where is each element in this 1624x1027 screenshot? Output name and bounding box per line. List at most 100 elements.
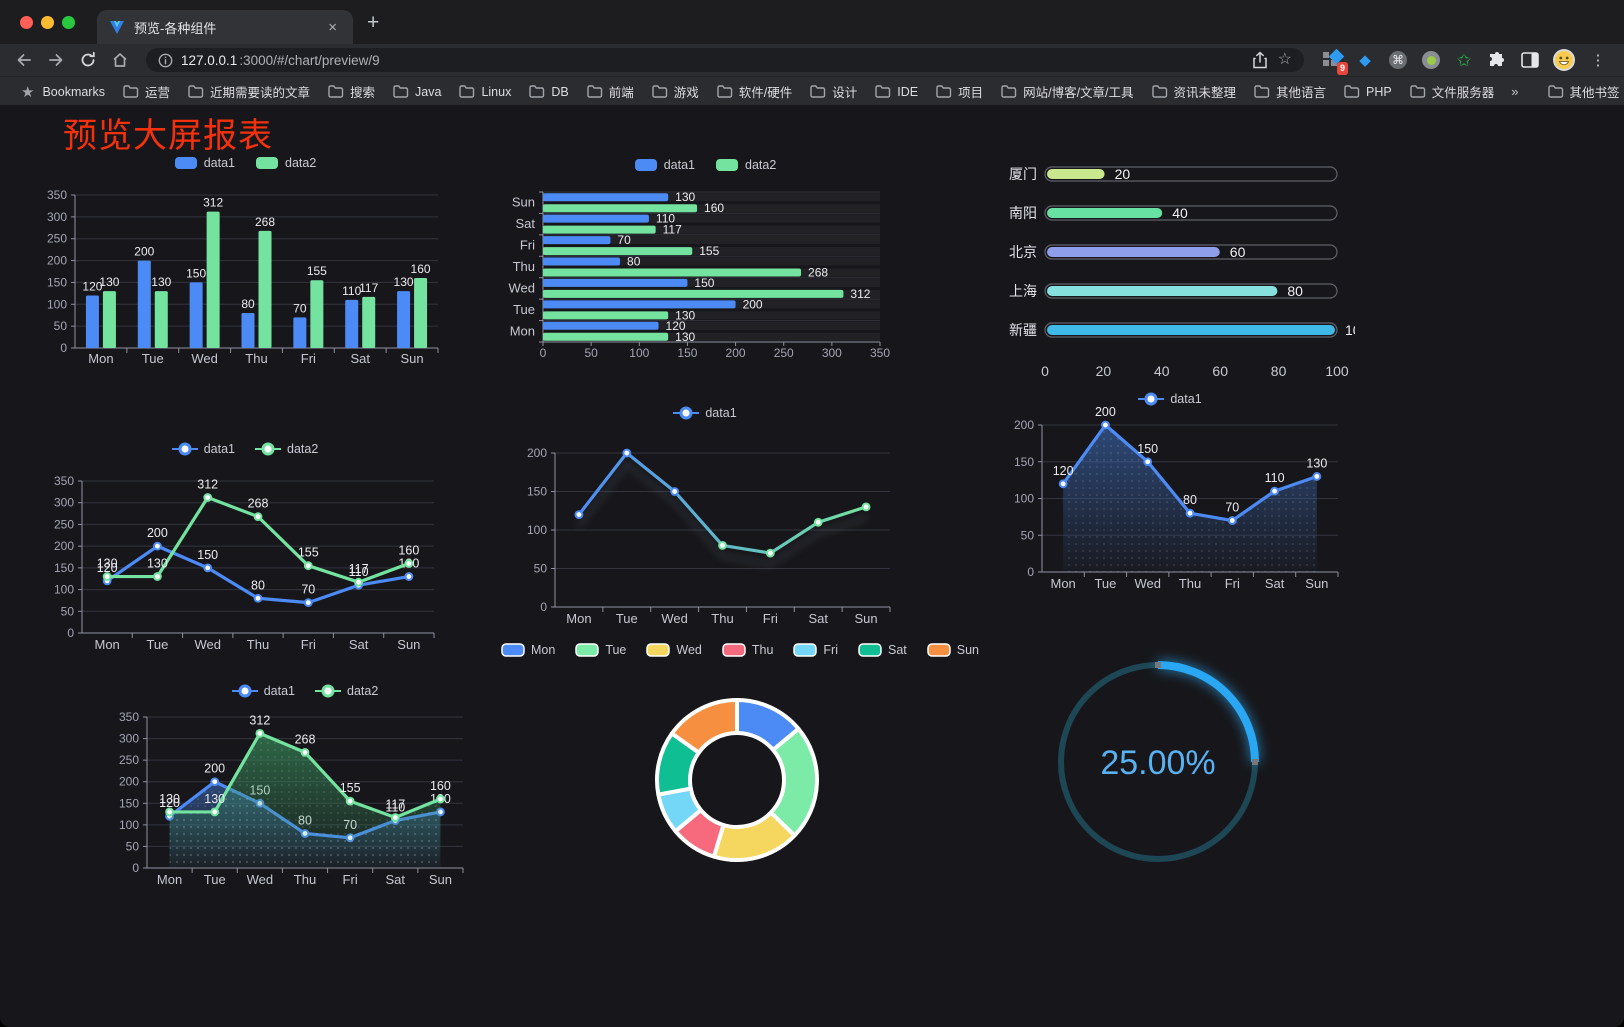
chart-canvas[interactable]: 0 50 100 150 200 250 300 350 Mon Tue Wed Thu Fri Sat S…	[40, 428, 450, 663]
data-point[interactable]	[436, 794, 445, 804]
data-point[interactable]	[102, 572, 112, 581]
reload-button[interactable]	[74, 47, 102, 73]
data-point[interactable]	[303, 561, 313, 571]
chart-line-gradient[interactable]: data1 0 50 100 150 200 Mon Tue Wed Thu Fri Sat Sun	[505, 398, 905, 636]
data-point[interactable]	[153, 541, 162, 551]
bookmarks-root[interactable]: ★ Bookmarks	[12, 83, 114, 101]
data-point[interactable]	[1312, 472, 1322, 481]
site-info-icon[interactable]	[158, 53, 173, 68]
share-icon[interactable]	[1252, 51, 1268, 69]
recorder-extension-icon[interactable]	[1421, 50, 1441, 70]
bookmark-folder[interactable]: 软件/硬件	[708, 82, 801, 101]
bookmark-folder[interactable]: 游戏	[643, 82, 708, 101]
bar-segment[interactable]	[543, 204, 698, 213]
chart-canvas[interactable]: 0 50 100 150 200 Mon Tue Wed Thu Fri Sat Sun	[505, 398, 905, 636]
sidebar-toggle-icon[interactable]	[1520, 50, 1540, 70]
chart-grouped-bar[interactable]: data1 data2 0 50 100 150 200 250 300 350 Mon Tue Wed…	[40, 150, 450, 375]
bookmark-folder[interactable]: IDE	[866, 85, 927, 99]
extension-grid-icon[interactable]: 9	[1322, 48, 1348, 75]
data-point[interactable]	[1058, 479, 1068, 489]
data-point[interactable]	[861, 502, 871, 512]
legend-item[interactable]: data1	[174, 156, 235, 170]
home-button[interactable]	[106, 47, 134, 73]
data-point[interactable]	[404, 572, 414, 581]
data-point[interactable]	[622, 448, 632, 458]
legend-item[interactable]: Fri	[793, 643, 838, 657]
bar-segment[interactable]	[241, 313, 255, 348]
bar-segment[interactable]	[543, 289, 844, 298]
back-button[interactable]	[10, 47, 38, 73]
progress-fill[interactable]	[1047, 247, 1220, 257]
data-point[interactable]	[255, 728, 265, 738]
bar-segment[interactable]	[293, 317, 307, 348]
bar-segment[interactable]	[543, 225, 656, 234]
legend-item[interactable]: Tue	[575, 643, 626, 657]
data-point[interactable]	[303, 598, 313, 608]
bookmark-folder[interactable]: 运营	[114, 82, 179, 101]
bookmark-folder[interactable]: 资讯未整理	[1143, 82, 1246, 101]
command-extension-icon[interactable]: ⌘	[1388, 50, 1408, 70]
data-point[interactable]	[210, 777, 220, 787]
bookmark-folder[interactable]: Java	[384, 85, 450, 99]
chart-area-two-series[interactable]: data1 data2 0 50 100 150 200 250 300 350 Mon Tue Wed…	[105, 678, 505, 910]
legend-item[interactable]: data1	[634, 158, 695, 172]
data-point[interactable]	[203, 493, 213, 502]
legend-item[interactable]: Thu	[722, 643, 773, 657]
bookmarks-overflow-chevron[interactable]: »	[1511, 84, 1519, 99]
other-bookmarks-folder[interactable]: 其他书签	[1539, 82, 1624, 101]
bookmark-folder[interactable]: 文件服务器	[1401, 82, 1504, 101]
progress-fill[interactable]	[1047, 169, 1105, 179]
data-point[interactable]	[1227, 516, 1237, 525]
chart-canvas[interactable]: 0 50 100 150 200 Mon Tue Wed Thu Fri Sat Sun 120 200 1…	[990, 388, 1350, 603]
vue-devtools-icon[interactable]: ◆	[1359, 52, 1371, 69]
legend-item[interactable]: Sat	[858, 643, 907, 657]
chart-line-two-series[interactable]: data1 data2 0 50 100 150 200 250 300 350 Mon Tue Wed…	[40, 428, 450, 663]
bar-segment[interactable]	[362, 296, 376, 348]
bar-segment[interactable]	[102, 291, 116, 348]
legend-item[interactable]: data1	[231, 684, 295, 698]
legend-item[interactable]: Sun	[927, 643, 979, 657]
data-point[interactable]	[765, 548, 775, 558]
bar-segment[interactable]	[397, 291, 411, 348]
gauge-progress-arc[interactable]	[1157, 661, 1259, 763]
bar-segment[interactable]	[543, 300, 736, 309]
bookmark-folder[interactable]: 搜索	[319, 82, 384, 101]
legend-item[interactable]: data2	[255, 442, 318, 456]
legend-item[interactable]: data2	[255, 156, 316, 170]
bookmark-folder[interactable]: PHP	[1335, 85, 1401, 99]
data-point[interactable]	[210, 807, 220, 817]
chart-canvas[interactable]: 0 50 100 150 200 250 300 350 Mon Tue Wed Thu Fri Sat S…	[40, 150, 450, 375]
address-bar[interactable]: 127.0.0.1 :3000/#/chart/preview/9 ☆	[146, 48, 1304, 72]
line-series[interactable]	[577, 451, 868, 555]
data-point[interactable]	[253, 512, 263, 522]
chart-progress-gauge[interactable]: 25.00%	[1040, 638, 1280, 883]
bookmark-star-icon[interactable]: ☆	[1277, 51, 1292, 68]
legend-item[interactable]: Mon	[501, 643, 555, 657]
profile-avatar[interactable]	[1553, 49, 1575, 71]
bar-segment[interactable]	[543, 214, 649, 223]
minimize-window-button[interactable]	[41, 15, 54, 29]
browser-menu-icon[interactable]: ⋮	[1590, 52, 1606, 69]
fullscreen-window-button[interactable]	[62, 15, 75, 29]
bookmark-folder[interactable]: 项目	[927, 82, 992, 101]
bar-segment[interactable]	[543, 193, 669, 202]
bar-segment[interactable]	[345, 299, 359, 348]
pie-slice[interactable]	[669, 698, 739, 755]
data-point[interactable]	[345, 796, 355, 806]
data-point[interactable]	[1143, 457, 1153, 467]
legend-item[interactable]: data2	[715, 158, 776, 172]
data-point[interactable]	[390, 813, 400, 822]
new-tab-button[interactable]: +	[367, 11, 380, 34]
bar-segment[interactable]	[189, 282, 203, 348]
bar-segment[interactable]	[543, 236, 611, 245]
chart-area-blue[interactable]: data1 0 50 100 150 200 Mon Tue Wed Thu Fri Sat Sun 12…	[990, 388, 1350, 603]
forward-button[interactable]	[42, 47, 70, 73]
bookmark-folder[interactable]: 近期需要读的文章	[179, 82, 319, 101]
chart-canvas[interactable]: 0 50 100 150 200 250 300 350 Mon Tue Wed Thu Fri Sat S…	[105, 678, 505, 910]
browser-tab[interactable]: 预览-各种组件 ×	[97, 10, 353, 44]
bar-segment[interactable]	[206, 211, 220, 348]
data-point[interactable]	[1101, 420, 1110, 430]
bar-segment[interactable]	[85, 295, 99, 348]
bar-segment[interactable]	[543, 257, 621, 266]
